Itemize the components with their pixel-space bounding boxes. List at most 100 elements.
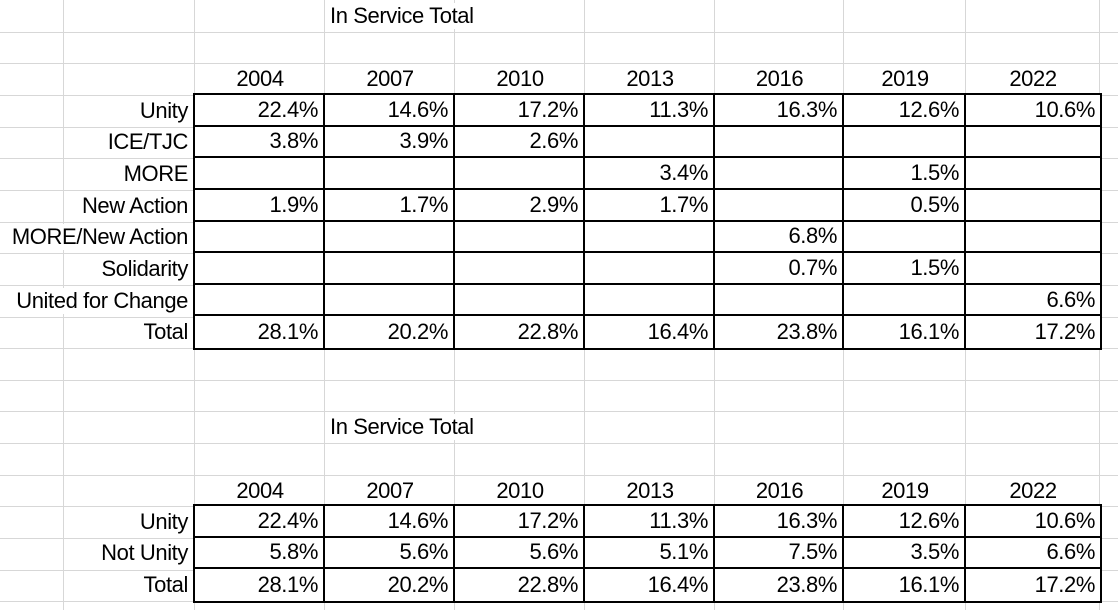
year-header-cell[interactable]: 2022 xyxy=(1009,66,1057,91)
value-cell[interactable]: 2.6% xyxy=(455,126,585,159)
value-cell[interactable]: 12.6% xyxy=(844,95,966,127)
value-cell[interactable]: 10.6% xyxy=(966,95,1100,127)
value-cell[interactable]: 1.5% xyxy=(844,253,966,285)
row-label-cell[interactable]: MORE/New Action xyxy=(0,222,193,254)
value-cell[interactable]: 11.3% xyxy=(585,506,715,538)
row-label-cell[interactable]: United for Change xyxy=(0,285,193,317)
year-header-cell[interactable]: 2016 xyxy=(755,66,804,91)
value-cell[interactable] xyxy=(195,158,325,190)
value-cell[interactable] xyxy=(585,253,715,285)
value-cell[interactable]: 1.7% xyxy=(325,189,455,222)
value-cell[interactable]: 28.1% xyxy=(195,316,325,349)
value-cell[interactable]: 16.4% xyxy=(585,569,715,601)
value-cell[interactable]: 28.1% xyxy=(195,569,325,601)
value-cell[interactable]: 6.6% xyxy=(966,537,1100,570)
row-label-cell[interactable]: Total xyxy=(0,569,193,601)
value-cell[interactable]: 5.1% xyxy=(585,537,715,570)
value-cell[interactable]: 6.6% xyxy=(966,284,1100,317)
row-label-cell[interactable]: New Action xyxy=(0,190,193,222)
value-cell[interactable] xyxy=(585,284,715,317)
table1-title-cell[interactable]: In Service Total xyxy=(330,0,477,32)
year-header-cell[interactable]: 2010 xyxy=(496,478,544,503)
value-cell[interactable] xyxy=(585,126,715,159)
value-cell[interactable] xyxy=(715,126,844,159)
value-cell[interactable]: 17.2% xyxy=(966,316,1100,349)
value-cell[interactable] xyxy=(966,126,1100,159)
year-header-cell[interactable]: 2019 xyxy=(881,66,929,91)
value-cell[interactable] xyxy=(844,126,966,159)
value-cell[interactable]: 22.8% xyxy=(455,316,585,349)
row-label-cell[interactable]: Unity xyxy=(0,95,193,127)
value-cell[interactable] xyxy=(844,221,966,254)
year-header-cell[interactable]: 2004 xyxy=(236,478,284,503)
value-cell[interactable]: 16.3% xyxy=(715,95,844,127)
year-header-cell[interactable]: 2022 xyxy=(1009,478,1057,503)
value-cell[interactable]: 5.6% xyxy=(455,537,585,570)
value-cell[interactable]: 16.1% xyxy=(844,569,966,601)
value-cell[interactable]: 5.8% xyxy=(195,537,325,570)
value-cell[interactable]: 22.4% xyxy=(195,95,325,127)
year-header-cell[interactable]: 2007 xyxy=(366,478,414,503)
value-cell[interactable]: 12.6% xyxy=(844,506,966,538)
value-cell[interactable]: 16.4% xyxy=(585,316,715,349)
value-cell[interactable] xyxy=(195,253,325,285)
value-cell[interactable]: 0.7% xyxy=(715,253,844,285)
year-header-cell[interactable]: 2016 xyxy=(755,478,804,503)
value-cell[interactable]: 22.8% xyxy=(455,569,585,601)
value-cell[interactable]: 10.6% xyxy=(966,506,1100,538)
value-cell[interactable] xyxy=(966,189,1100,222)
value-cell[interactable]: 16.3% xyxy=(715,506,844,538)
value-cell[interactable] xyxy=(844,284,966,317)
value-cell[interactable]: 7.5% xyxy=(715,537,844,570)
value-cell[interactable] xyxy=(966,158,1100,190)
row-label-cell[interactable]: Solidarity xyxy=(0,253,193,285)
value-cell[interactable]: 17.2% xyxy=(966,569,1100,601)
row-label-cell[interactable]: ICE/TJC xyxy=(0,127,193,159)
value-cell[interactable] xyxy=(195,221,325,254)
value-cell[interactable] xyxy=(195,284,325,317)
value-cell[interactable] xyxy=(715,284,844,317)
value-cell[interactable]: 14.6% xyxy=(325,95,455,127)
value-cell[interactable] xyxy=(325,221,455,254)
value-cell[interactable] xyxy=(325,284,455,317)
value-cell[interactable] xyxy=(455,158,585,190)
row-label-cell[interactable]: Not Unity xyxy=(0,538,193,570)
value-cell[interactable]: 1.7% xyxy=(585,189,715,222)
value-cell[interactable] xyxy=(455,284,585,317)
row-label-cell[interactable]: Total xyxy=(0,316,193,348)
value-cell[interactable]: 20.2% xyxy=(325,316,455,349)
row-label-cell[interactable]: MORE xyxy=(0,158,193,190)
value-cell[interactable] xyxy=(325,158,455,190)
value-cell[interactable]: 3.8% xyxy=(195,126,325,159)
value-cell[interactable] xyxy=(585,221,715,254)
value-cell[interactable]: 11.3% xyxy=(585,95,715,127)
value-cell[interactable]: 17.2% xyxy=(455,95,585,127)
year-header-cell[interactable]: 2010 xyxy=(496,66,544,91)
year-header-cell[interactable]: 2007 xyxy=(366,66,414,91)
value-cell[interactable]: 5.6% xyxy=(325,537,455,570)
value-cell[interactable]: 17.2% xyxy=(455,506,585,538)
year-header-cell[interactable]: 2019 xyxy=(881,478,929,503)
row-label-cell[interactable]: Unity xyxy=(0,506,193,538)
value-cell[interactable] xyxy=(715,189,844,222)
value-cell[interactable]: 1.9% xyxy=(195,189,325,222)
value-cell[interactable] xyxy=(325,253,455,285)
value-cell[interactable]: 0.5% xyxy=(844,189,966,222)
value-cell[interactable]: 3.9% xyxy=(325,126,455,159)
value-cell[interactable] xyxy=(966,253,1100,285)
table2-title-cell[interactable]: In Service Total xyxy=(330,411,477,443)
value-cell[interactable]: 3.4% xyxy=(585,158,715,190)
value-cell[interactable] xyxy=(966,221,1100,254)
year-header-cell[interactable]: 2013 xyxy=(626,66,674,91)
value-cell[interactable] xyxy=(715,158,844,190)
value-cell[interactable]: 2.9% xyxy=(455,189,585,222)
value-cell[interactable]: 20.2% xyxy=(325,569,455,601)
value-cell[interactable]: 16.1% xyxy=(844,316,966,349)
value-cell[interactable]: 22.4% xyxy=(195,506,325,538)
year-header-cell[interactable]: 2013 xyxy=(626,478,674,503)
value-cell[interactable]: 23.8% xyxy=(715,316,844,349)
value-cell[interactable]: 14.6% xyxy=(325,506,455,538)
value-cell[interactable]: 6.8% xyxy=(715,221,844,254)
value-cell[interactable]: 3.5% xyxy=(844,537,966,570)
year-header-cell[interactable]: 2004 xyxy=(236,66,284,91)
